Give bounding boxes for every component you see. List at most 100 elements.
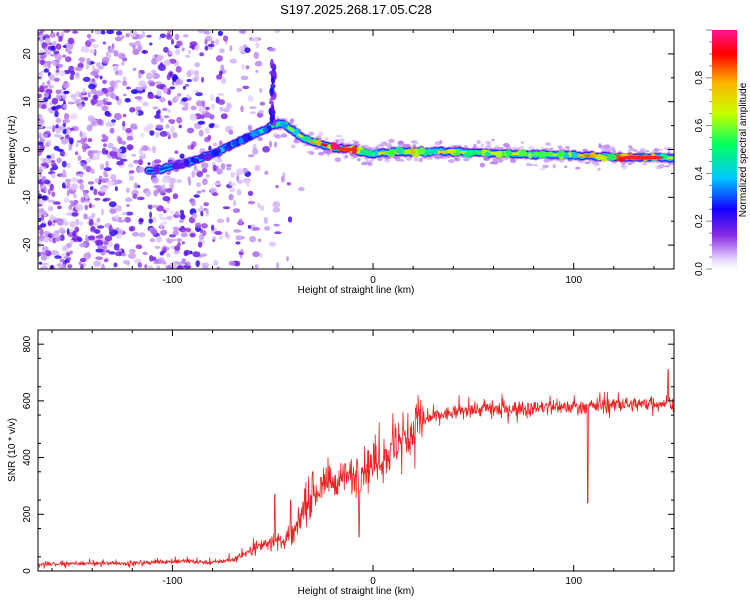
- spectrogram-noise-blob: [41, 246, 49, 252]
- spectrogram-noise-blob: [56, 104, 62, 109]
- spectrogram-noise-blob: [113, 243, 120, 251]
- spectrogram-noise-blob: [53, 133, 60, 138]
- spectrogram-halo-blob: [659, 163, 665, 169]
- spectrogram-ridge-blob: [293, 128, 300, 135]
- spectrogram-noise-blob: [159, 216, 167, 220]
- spectrogram-noise-blob: [91, 101, 96, 106]
- spectrogram-noise-blob: [63, 113, 70, 120]
- spectrogram-noise-blob: [77, 179, 84, 184]
- spectrogram-noise-blob: [102, 198, 108, 202]
- spectrogram-noise-blob: [211, 103, 216, 110]
- spectrogram-noise-blob: [62, 54, 67, 58]
- spectrogram-noise-blob: [66, 257, 72, 261]
- spectrogram-noise-blob: [46, 155, 52, 159]
- spectrogram-noise-blob: [48, 74, 56, 81]
- spectrogram-halo-blob: [357, 144, 361, 147]
- spectrogram-noise-blob: [144, 264, 148, 269]
- spectrogram-noise-blob: [211, 192, 219, 197]
- colorbar-tick-label: 0.4: [694, 166, 705, 180]
- spectrogram-noise-blob: [39, 251, 48, 255]
- spectrogram-halo-blob: [463, 157, 470, 162]
- spectrogram-noise-blob: [176, 261, 183, 266]
- spectrogram-noise-blob: [69, 250, 73, 255]
- spectrogram-noise-blob: [154, 131, 160, 138]
- spectrogram-noise-blob: [254, 60, 263, 67]
- spectrogram-ridge-blob: [595, 154, 604, 161]
- spectrogram-noise-blob: [43, 236, 49, 243]
- spectrogram-noise-blob: [130, 89, 139, 95]
- spectrogram-halo-blob: [281, 133, 288, 138]
- spectrogram-ridge-blob: [190, 158, 200, 164]
- spectrogram-noise-blob: [189, 233, 196, 238]
- spectrogram-noise-blob: [236, 189, 242, 196]
- spectrogram-noise-blob: [171, 38, 174, 45]
- spectrogram-noise-blob: [126, 187, 130, 193]
- spectrogram-noise-blob: [66, 189, 70, 197]
- spectrogram-noise-blob: [92, 65, 95, 71]
- spectrogram-noise-blob: [145, 190, 152, 197]
- spectrogram-noise-blob: [129, 107, 136, 113]
- spectrogram-noise-blob: [62, 169, 67, 177]
- spectrogram-noise-blob: [102, 245, 108, 250]
- spectrogram-noise-blob: [86, 57, 91, 65]
- spectrogram-noise-blob: [47, 45, 53, 51]
- spectrogram-ridge-blob: [238, 137, 244, 145]
- spectrogram-ridge-blob: [431, 150, 438, 155]
- spectrogram-noise-blob: [257, 136, 263, 141]
- spectrogram-noise-blob: [87, 150, 94, 157]
- spectrogram-noise-blob: [83, 213, 88, 220]
- spectrogram-noise-blob: [102, 79, 108, 85]
- spectrogram-noise-blob: [183, 265, 192, 269]
- spectrogram-halo-blob: [548, 147, 554, 150]
- spectrogram-ridge-blob: [359, 148, 370, 156]
- colorbar-axis: 0.0 0.2 0.4 0.6 0.8: [694, 29, 712, 276]
- spectrogram-ridge-blob: [226, 142, 232, 147]
- spectrogram-noise-blob: [121, 212, 128, 216]
- spectrogram-noise-blob: [42, 133, 49, 138]
- spectrogram-hotspot: [337, 147, 357, 152]
- spectrogram-noise-blob: [108, 225, 113, 233]
- spectrogram-noise-blob: [56, 31, 60, 37]
- spectrogram-noise-blob: [55, 43, 62, 50]
- spectrogram-noise-blob: [178, 226, 187, 233]
- spectrogram-noise-blob: [51, 249, 56, 255]
- spectrogram-noise-blob: [225, 163, 232, 168]
- spectrogram-noise-blob: [63, 197, 69, 203]
- spectrogram-noise-blob: [198, 106, 207, 114]
- spectrogram-noise-blob: [151, 72, 160, 80]
- spectrogram-noise-blob: [69, 127, 75, 131]
- spectrogram-halo-blob: [654, 147, 659, 152]
- spectrogram-noise-blob: [147, 123, 154, 130]
- colorbar-tick-label: 0.0: [694, 262, 705, 276]
- spectrogram-noise-blob: [62, 104, 67, 109]
- spectrogram-noise-blob: [55, 89, 62, 95]
- spectrogram-noise-blob: [272, 207, 281, 213]
- spectrogram-noise-blob: [85, 234, 89, 239]
- spectrogram-noise-blob: [275, 184, 279, 189]
- spectrogram-noise-blob: [217, 99, 226, 105]
- spectrogram-noise-blob: [201, 167, 208, 173]
- spectrogram-halo-blob: [335, 139, 339, 144]
- spectrogram-noise-blob: [38, 73, 44, 81]
- spectrogram-noise-blob: [181, 107, 189, 111]
- spectrogram-noise-blob: [219, 48, 225, 53]
- spectrogram-noise-blob: [180, 232, 188, 238]
- spectrogram-noise-blob: [91, 78, 96, 83]
- spectrogram-halo-blob: [361, 161, 368, 166]
- spectrogram-noise-blob: [286, 256, 289, 262]
- spectrogram-noise-blob: [67, 264, 73, 269]
- spectrogram-ridge-blob: [545, 151, 554, 157]
- spectrogram-noise-blob: [90, 168, 95, 174]
- spectrogram-noise-blob: [87, 115, 95, 122]
- spectrogram-noise-blob: [190, 199, 196, 207]
- spectrogram-noise-blob: [200, 210, 204, 217]
- spectrogram-halo-blob: [557, 145, 563, 149]
- spectrogram-noise-blob: [50, 32, 56, 38]
- spectrogram-ridge-blob: [417, 147, 426, 155]
- spectrogram-noise-blob: [170, 238, 177, 242]
- spectrogram-noise-blob: [138, 158, 144, 166]
- spectrogram-noise-blob: [201, 262, 210, 268]
- spectrogram-noise-blob: [176, 41, 183, 47]
- spectrogram-noise-blob: [165, 188, 173, 193]
